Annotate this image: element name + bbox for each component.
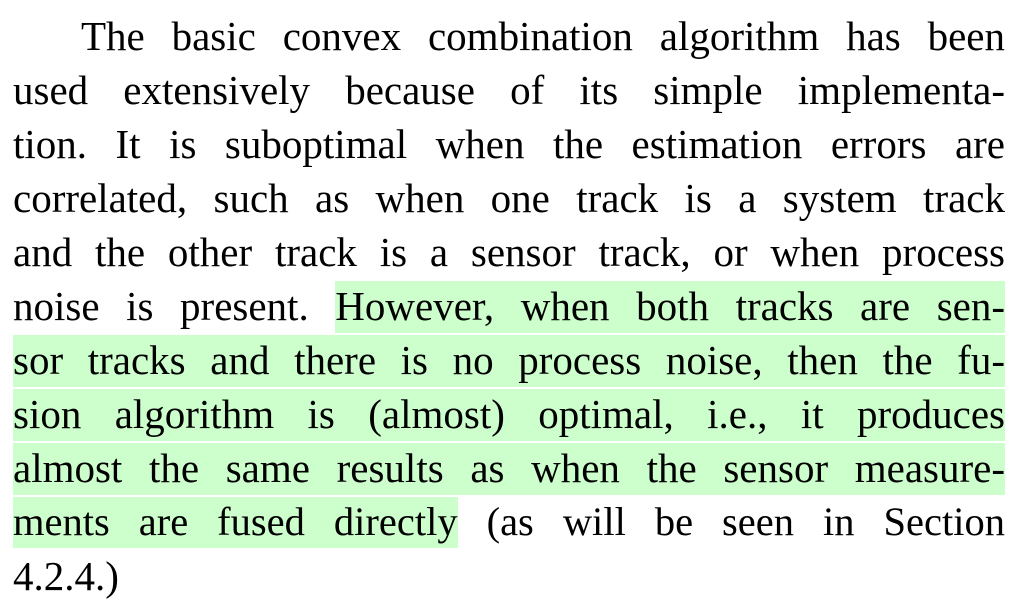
line-text: The basic convex combination algorithm h… [81,13,1005,59]
line-text: and the other track is a sensor track, o… [13,229,1005,275]
text-line-8: sion algorithm is (almost) optimal, i.e.… [13,387,1005,441]
line-text: used extensively because of its simple i… [13,67,1005,113]
line-text: tion. It is suboptimal when the estimati… [13,121,1005,167]
highlighted-text: almost the same results as when the sens… [13,443,1005,495]
highlighted-text: However, when both tracks are sen- [335,281,1005,333]
text-line-11: 4.2.4.) [13,549,1005,603]
highlighted-text: sor tracks and there is no process noise… [13,335,1005,387]
line-text: correlated, such as when one track is a … [13,175,1005,221]
text-line-9: almost the same results as when the sens… [13,441,1005,495]
text-line-1: The basic convex combination algorithm h… [81,9,1005,63]
text-line-5: and the other track is a sensor track, o… [13,225,1005,279]
text-line-7: sor tracks and there is no process noise… [13,333,1005,387]
line-text: noise is present. [13,283,336,329]
line-text: (as will be seen in Section [457,499,1005,544]
highlighted-text: sion algorithm is (almost) optimal, i.e.… [13,389,1005,441]
text-line-2: used extensively because of its simple i… [13,63,1005,117]
text-line-10: ments are fused directly (as will be see… [13,495,1005,549]
text-line-4: correlated, such as when one track is a … [13,171,1005,225]
line-text: 4.2.4.) [13,553,119,599]
text-line-6: noise is present. However, when both tra… [13,279,1005,333]
text-line-3: tion. It is suboptimal when the estimati… [13,117,1005,171]
highlighted-text: ments are fused directly [13,497,458,548]
